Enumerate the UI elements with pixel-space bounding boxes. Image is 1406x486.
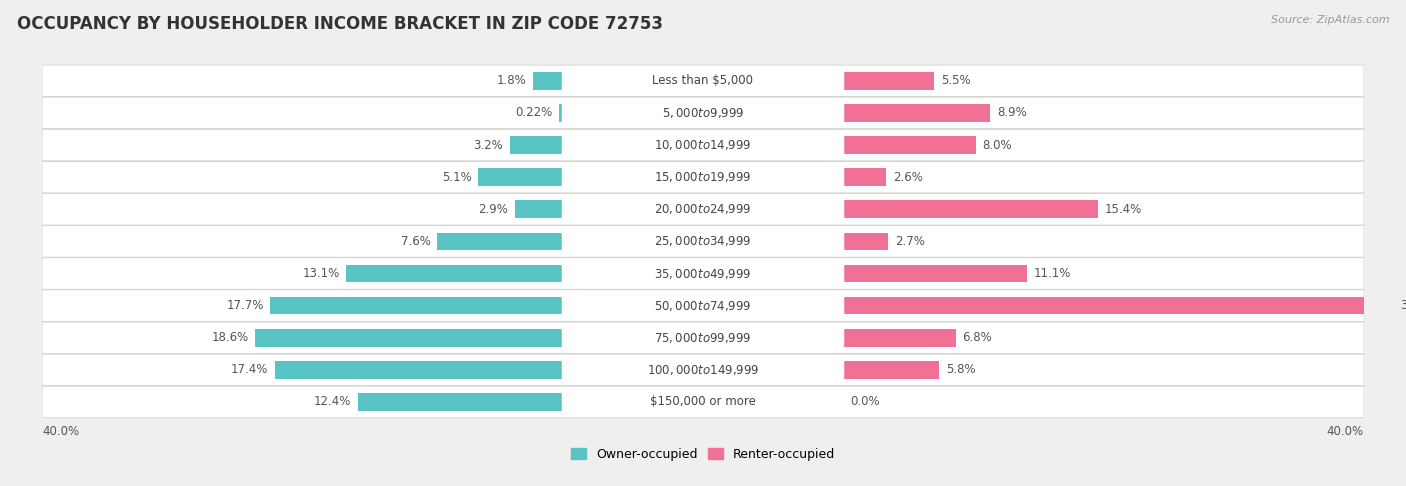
Text: 17.4%: 17.4% <box>231 364 269 376</box>
FancyBboxPatch shape <box>562 328 844 347</box>
FancyBboxPatch shape <box>42 129 1364 161</box>
Text: $75,000 to $99,999: $75,000 to $99,999 <box>654 331 752 345</box>
Bar <box>533 72 562 89</box>
FancyBboxPatch shape <box>42 161 1364 193</box>
Bar <box>276 361 562 379</box>
Bar <box>844 168 886 186</box>
FancyBboxPatch shape <box>562 136 844 155</box>
Text: $50,000 to $74,999: $50,000 to $74,999 <box>654 298 752 312</box>
Bar <box>560 104 562 122</box>
Bar <box>256 329 562 347</box>
Bar <box>844 200 1098 218</box>
Text: 15.4%: 15.4% <box>1105 203 1142 216</box>
FancyBboxPatch shape <box>42 65 1364 97</box>
Text: $15,000 to $19,999: $15,000 to $19,999 <box>654 170 752 184</box>
FancyBboxPatch shape <box>42 97 1364 129</box>
Text: 0.22%: 0.22% <box>515 106 553 120</box>
Text: 6.8%: 6.8% <box>962 331 993 344</box>
Text: 0.0%: 0.0% <box>851 396 880 409</box>
Text: 2.7%: 2.7% <box>894 235 925 248</box>
Text: 5.5%: 5.5% <box>941 74 970 87</box>
Bar <box>478 168 562 186</box>
Text: 3.2%: 3.2% <box>474 139 503 152</box>
FancyBboxPatch shape <box>562 104 844 122</box>
FancyBboxPatch shape <box>562 296 844 315</box>
Text: $20,000 to $24,999: $20,000 to $24,999 <box>654 202 752 216</box>
FancyBboxPatch shape <box>42 354 1364 385</box>
Text: 5.1%: 5.1% <box>441 171 471 184</box>
Text: 40.0%: 40.0% <box>42 425 79 438</box>
FancyBboxPatch shape <box>42 193 1364 225</box>
FancyBboxPatch shape <box>562 360 844 380</box>
Text: $35,000 to $49,999: $35,000 to $49,999 <box>654 266 752 280</box>
Bar <box>510 136 562 154</box>
Text: 40.0%: 40.0% <box>1327 425 1364 438</box>
Text: 12.4%: 12.4% <box>314 396 352 409</box>
Bar <box>844 361 939 379</box>
Text: 2.6%: 2.6% <box>893 171 922 184</box>
FancyBboxPatch shape <box>562 264 844 283</box>
FancyBboxPatch shape <box>562 71 844 90</box>
Text: $10,000 to $14,999: $10,000 to $14,999 <box>654 138 752 152</box>
FancyBboxPatch shape <box>42 258 1364 289</box>
Bar <box>844 297 1393 314</box>
Text: 8.0%: 8.0% <box>983 139 1012 152</box>
Text: 13.1%: 13.1% <box>302 267 339 280</box>
Bar <box>844 329 956 347</box>
Text: 18.6%: 18.6% <box>211 331 249 344</box>
FancyBboxPatch shape <box>42 322 1364 353</box>
FancyBboxPatch shape <box>562 168 844 187</box>
FancyBboxPatch shape <box>562 200 844 219</box>
Text: $25,000 to $34,999: $25,000 to $34,999 <box>654 234 752 248</box>
Bar <box>346 265 562 282</box>
Text: $5,000 to $9,999: $5,000 to $9,999 <box>662 106 744 120</box>
Text: OCCUPANCY BY HOUSEHOLDER INCOME BRACKET IN ZIP CODE 72753: OCCUPANCY BY HOUSEHOLDER INCOME BRACKET … <box>17 15 662 33</box>
Text: 7.6%: 7.6% <box>401 235 430 248</box>
Text: Source: ZipAtlas.com: Source: ZipAtlas.com <box>1271 15 1389 25</box>
FancyBboxPatch shape <box>562 392 844 412</box>
Bar <box>844 72 934 89</box>
Text: Less than $5,000: Less than $5,000 <box>652 74 754 87</box>
Text: 11.1%: 11.1% <box>1033 267 1071 280</box>
Text: 2.9%: 2.9% <box>478 203 508 216</box>
Text: 17.7%: 17.7% <box>226 299 263 312</box>
Text: $150,000 or more: $150,000 or more <box>650 396 756 409</box>
Bar <box>270 297 562 314</box>
Bar <box>357 393 562 411</box>
Bar <box>844 265 1026 282</box>
Text: 8.9%: 8.9% <box>997 106 1026 120</box>
Text: $100,000 to $149,999: $100,000 to $149,999 <box>647 363 759 377</box>
Legend: Owner-occupied, Renter-occupied: Owner-occupied, Renter-occupied <box>567 443 839 466</box>
Bar <box>844 233 889 250</box>
Text: 1.8%: 1.8% <box>496 74 526 87</box>
Bar <box>515 200 562 218</box>
Text: 5.8%: 5.8% <box>946 364 976 376</box>
Bar <box>437 233 562 250</box>
FancyBboxPatch shape <box>42 386 1364 418</box>
Bar <box>844 104 990 122</box>
FancyBboxPatch shape <box>42 226 1364 257</box>
Text: 33.3%: 33.3% <box>1400 299 1406 312</box>
FancyBboxPatch shape <box>42 290 1364 321</box>
Bar <box>844 136 976 154</box>
FancyBboxPatch shape <box>562 232 844 251</box>
